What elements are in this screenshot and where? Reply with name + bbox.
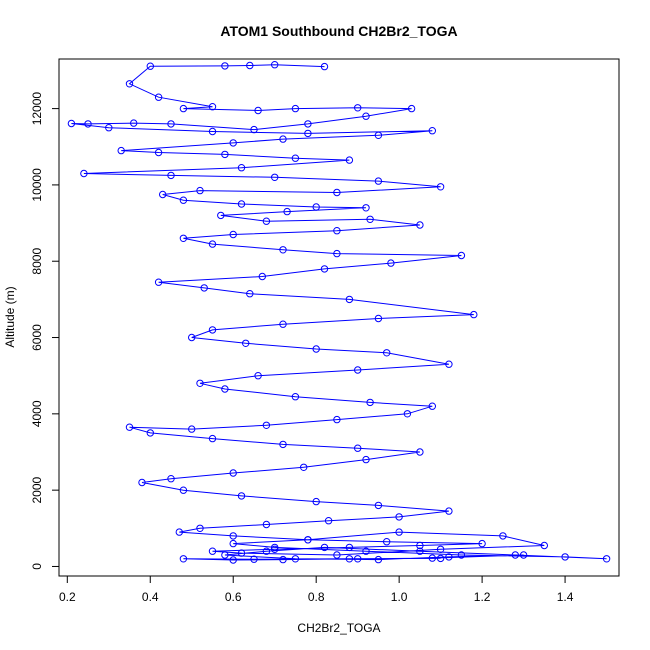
series-line xyxy=(71,65,606,560)
x-tick-label: 1.4 xyxy=(557,590,574,604)
scatter-chart: ATOM1 Southbound CH2Br2_TOGA 0.2 0.4 0.6 0.… xyxy=(0,0,650,650)
x-axis: 0.2 0.4 0.6 0.8 1.0 1.2 1.4 xyxy=(59,576,574,604)
y-tick-label: 8000 xyxy=(30,248,44,275)
y-tick-label: 6000 xyxy=(30,324,44,351)
x-tick-label: 1.0 xyxy=(391,590,408,604)
x-tick-label: 1.2 xyxy=(474,590,491,604)
y-tick-label: 10000 xyxy=(30,168,44,202)
x-tick-label: 0.2 xyxy=(59,590,76,604)
x-tick-label: 0.6 xyxy=(225,590,242,604)
x-axis-label: CH2Br2_TOGA xyxy=(297,621,380,635)
y-tick-label: 0 xyxy=(30,563,44,570)
plot-area xyxy=(68,61,610,563)
chart-title: ATOM1 Southbound CH2Br2_TOGA xyxy=(220,23,457,39)
y-tick-label: 12000 xyxy=(30,92,44,126)
y-axis: 0 2000 4000 6000 8000 10000 12000 xyxy=(30,92,59,570)
series-0 xyxy=(68,61,610,563)
x-tick-label: 0.8 xyxy=(308,590,325,604)
y-tick-label: 4000 xyxy=(30,400,44,427)
x-tick-label: 0.4 xyxy=(142,590,159,604)
y-tick-label: 2000 xyxy=(30,476,44,503)
y-axis-label: Altitude (m) xyxy=(3,286,17,347)
